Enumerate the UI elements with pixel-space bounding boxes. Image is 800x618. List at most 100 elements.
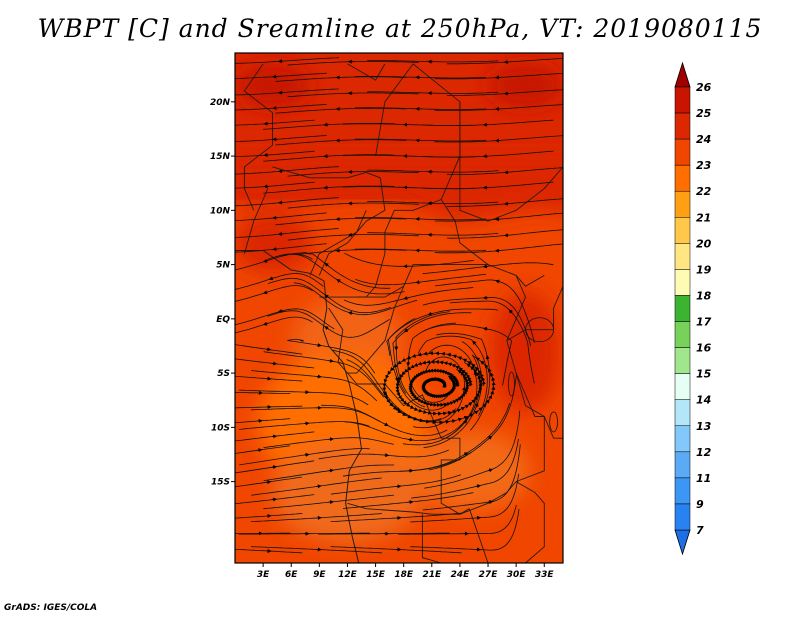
lat-label: 15S <box>211 478 230 488</box>
streamline-32 <box>235 181 315 189</box>
streamline-arrow-98 <box>408 437 414 442</box>
streamline-arrow-109 <box>316 484 322 489</box>
streamline-80 <box>235 375 303 382</box>
streamline-60 <box>235 285 313 302</box>
country-border-0 <box>243 63 273 211</box>
streamline-arrow-75 <box>472 340 477 346</box>
lon-label: 9E <box>313 570 326 580</box>
colorbar-swatch <box>674 503 691 531</box>
streamline-24 <box>235 150 315 158</box>
colorbar-swatch <box>674 347 691 374</box>
chart-title: WBPT [C] and Sreamline at 250hPa, VT: 20… <box>37 14 763 43</box>
colorbar-swatch <box>674 138 691 166</box>
streamline-16 <box>235 119 315 126</box>
colorbar-swatch <box>674 373 691 400</box>
streamline-arrow-66 <box>427 311 433 316</box>
colorbar-swatch <box>674 190 691 218</box>
country-border-11 <box>515 372 563 439</box>
streamline-72 <box>235 344 303 355</box>
country-border-14 <box>421 514 442 563</box>
streamline-arrow-105 <box>328 468 334 473</box>
country-border-4 <box>459 101 563 222</box>
streamline-68 <box>235 316 313 334</box>
streamline-arrow-111 <box>475 484 482 489</box>
colorbar-top-triangle <box>674 61 691 88</box>
country-border-16 <box>243 188 269 254</box>
country-border-13 <box>468 508 489 563</box>
colorbar-swatch <box>674 164 691 192</box>
lat-label: EQ <box>216 315 230 325</box>
fill-north-east-patch <box>487 63 563 108</box>
streamline-arrow-64 <box>277 309 284 313</box>
lon-label: 3E <box>257 570 270 580</box>
colorbar-label: 22 <box>696 185 712 198</box>
streamline-arrow-69 <box>324 326 329 331</box>
colorbar-swatch <box>674 269 691 296</box>
colorbar-label: 26 <box>696 81 712 94</box>
colorbar-label: 9 <box>696 498 704 511</box>
country-border-15 <box>309 210 367 276</box>
streamline-arrow-104 <box>271 465 278 470</box>
colorbar-label: 16 <box>696 342 712 355</box>
streamline-76 <box>235 358 315 369</box>
lon-label: 30E <box>507 570 527 580</box>
colorbar-swatch <box>674 295 691 322</box>
colorbar-label: 17 <box>696 316 712 329</box>
lat-label: 5S <box>217 369 230 379</box>
lat-label: 5N <box>216 261 230 271</box>
lon-label: 12E <box>338 570 358 580</box>
streamline-arrow-53 <box>324 262 329 267</box>
longitude-axis: 3E 6E 9E 12E 15E 18E 21E 24E 27E 30E 33E <box>257 563 555 580</box>
streamline-arrow-108 <box>266 480 272 485</box>
streamline-arrow-70 <box>403 328 409 333</box>
lon-label: 33E <box>535 570 555 580</box>
lat-label: 10S <box>211 423 230 433</box>
colorbar-swatch <box>674 425 691 453</box>
streamline-124 <box>235 548 303 554</box>
colorbar-swatch <box>674 399 691 427</box>
streamline-arrow-56 <box>268 276 275 281</box>
streamline-arrow-77 <box>328 358 334 363</box>
colorbar-label: 13 <box>696 420 712 433</box>
colorbar-swatch <box>674 217 691 244</box>
streamline-arrow-52 <box>262 258 269 263</box>
colorbar-label: 24 <box>696 133 711 146</box>
fill-north-west-patch <box>235 63 311 108</box>
streamline-arrow-59 <box>495 279 501 284</box>
streamline-arrow-71 <box>482 326 489 331</box>
lon-label: 21E <box>422 570 442 580</box>
lon-label: 15E <box>366 570 386 580</box>
streamline-arrow-57 <box>336 279 342 283</box>
colorbar-swatch <box>674 243 691 270</box>
country-border-17 <box>356 232 386 298</box>
streamline-arrow-72 <box>266 347 272 352</box>
country-borders <box>235 63 563 563</box>
lat-label: 10N <box>210 206 231 216</box>
country-border-5 <box>347 63 386 81</box>
plot-frame <box>234 52 564 564</box>
fill-east-ridge <box>490 291 561 412</box>
colorbar-label: 20 <box>696 237 712 250</box>
streamline-arrow-100 <box>257 448 263 453</box>
colorbar-swatch <box>674 321 691 348</box>
colorbar-swatch <box>674 112 691 140</box>
colorbar-label: 15 <box>696 368 712 381</box>
lon-label: 6E <box>285 570 298 580</box>
colorbar-label: 7 <box>696 524 704 537</box>
lon-label: 27E <box>479 570 499 580</box>
lat-label: 15N <box>210 152 231 162</box>
latitude-axis: 20N 15N 10N 5N EQ 5S 10S 15S <box>210 98 235 488</box>
country-border-1 <box>272 166 386 276</box>
coastline <box>235 250 363 563</box>
streamline-arrow-67 <box>508 309 513 314</box>
grads-credit: GrADS: IGES/COLA <box>4 603 98 613</box>
lake-outline-1 <box>549 411 559 433</box>
streamline-arrow-60 <box>262 290 269 295</box>
country-border-7 <box>328 286 405 374</box>
streamline-arrow-73 <box>316 343 322 348</box>
colorbar-bottom-triangle <box>674 529 691 556</box>
colorbar-label: 21 <box>696 211 711 224</box>
fill-transition <box>235 156 563 222</box>
streamline-96 <box>235 431 315 442</box>
